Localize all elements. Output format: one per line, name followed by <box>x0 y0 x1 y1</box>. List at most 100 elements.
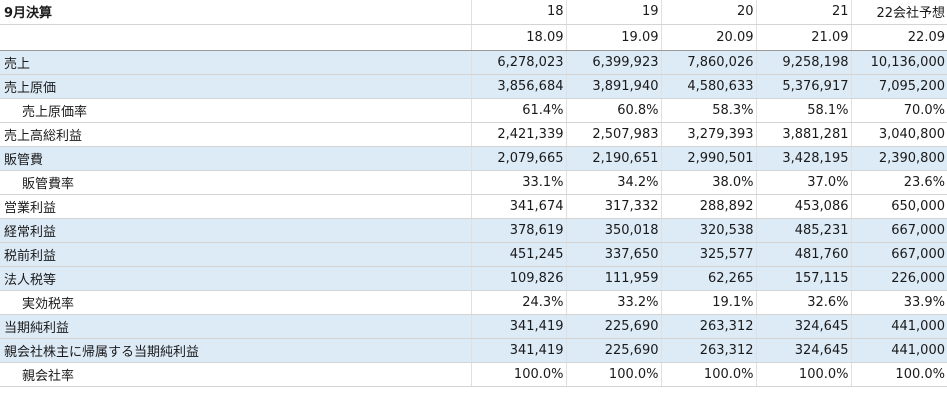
value-cell[interactable]: 324,645 <box>755 338 851 363</box>
value-cell[interactable]: 60.8% <box>565 98 661 123</box>
value-cell[interactable]: 4,580,633 <box>660 74 756 99</box>
value-cell[interactable]: 7,860,026 <box>660 50 756 75</box>
value-cell[interactable]: 100.0% <box>565 362 661 387</box>
value-cell[interactable]: 320,538 <box>660 218 756 243</box>
value-cell[interactable]: 32.6% <box>755 290 851 315</box>
value-cell[interactable]: 61.4% <box>470 98 566 123</box>
value-cell[interactable]: 225,690 <box>565 338 661 363</box>
value-cell[interactable]: 481,760 <box>755 242 851 267</box>
value-cell[interactable]: 58.3% <box>660 98 756 123</box>
value-cell[interactable]: 650,000 <box>850 194 947 219</box>
value-cell[interactable]: 3,856,684 <box>470 74 566 99</box>
value-cell[interactable]: 324,645 <box>755 314 851 339</box>
value-cell[interactable]: 157,115 <box>755 266 851 291</box>
value-cell[interactable]: 225,690 <box>565 314 661 339</box>
value-cell[interactable]: 2,507,983 <box>565 122 661 147</box>
value-cell[interactable]: 62,265 <box>660 266 756 291</box>
value-cell[interactable]: 2,421,339 <box>470 122 566 147</box>
value-cell[interactable]: 263,312 <box>660 314 756 339</box>
value-cell[interactable]: 100.0% <box>470 362 566 387</box>
empty-cell[interactable] <box>0 24 471 51</box>
value-cell[interactable]: 33.2% <box>565 290 661 315</box>
value-cell[interactable]: 226,000 <box>850 266 947 291</box>
row-label[interactable]: 販管費 <box>0 146 471 171</box>
value-cell[interactable]: 100.0% <box>660 362 756 387</box>
value-cell[interactable]: 341,419 <box>470 314 566 339</box>
value-cell[interactable]: 7,095,200 <box>850 74 947 99</box>
value-cell[interactable]: 3,279,393 <box>660 122 756 147</box>
value-cell[interactable]: 2,079,665 <box>470 146 566 171</box>
row-label[interactable]: 経常利益 <box>0 218 471 243</box>
row-label[interactable]: 売上 <box>0 50 471 75</box>
period-header[interactable]: 19 <box>565 0 661 25</box>
value-cell[interactable]: 485,231 <box>755 218 851 243</box>
period-header[interactable]: 21 <box>755 0 851 25</box>
value-cell[interactable]: 325,577 <box>660 242 756 267</box>
value-cell[interactable]: 23.6% <box>850 170 947 195</box>
value-cell[interactable]: 100.0% <box>755 362 851 387</box>
value-cell[interactable]: 70.0% <box>850 98 947 123</box>
row-label[interactable]: 親会社株主に帰属する当期純利益 <box>0 338 471 363</box>
period-header[interactable]: 22会社予想 <box>850 0 947 25</box>
row-label[interactable]: 販管費率 <box>0 170 471 195</box>
row-label[interactable]: 営業利益 <box>0 194 471 219</box>
value-cell[interactable]: 10,136,000 <box>850 50 947 75</box>
value-cell[interactable]: 288,892 <box>660 194 756 219</box>
value-cell[interactable]: 263,312 <box>660 338 756 363</box>
value-cell[interactable]: 451,245 <box>470 242 566 267</box>
value-cell[interactable]: 441,000 <box>850 314 947 339</box>
value-cell[interactable]: 109,826 <box>470 266 566 291</box>
table-row: 営業利益 341,674 317,332 288,892 453,086 650,000 <box>0 194 947 219</box>
date-header[interactable]: 19.09 <box>565 24 661 51</box>
value-cell[interactable]: 667,000 <box>850 218 947 243</box>
value-cell[interactable]: 2,190,651 <box>565 146 661 171</box>
value-cell[interactable]: 341,674 <box>470 194 566 219</box>
value-cell[interactable]: 6,399,923 <box>565 50 661 75</box>
value-cell[interactable]: 58.1% <box>755 98 851 123</box>
value-cell[interactable]: 667,000 <box>850 242 947 267</box>
row-label[interactable]: 当期純利益 <box>0 314 471 339</box>
date-header[interactable]: 18.09 <box>470 24 566 51</box>
date-header[interactable]: 20.09 <box>660 24 756 51</box>
value-cell[interactable]: 111,959 <box>565 266 661 291</box>
value-cell[interactable]: 3,891,940 <box>565 74 661 99</box>
date-header[interactable]: 22.09 <box>850 24 947 51</box>
value-cell[interactable]: 453,086 <box>755 194 851 219</box>
value-cell[interactable]: 317,332 <box>565 194 661 219</box>
row-label[interactable]: 実効税率 <box>0 290 471 315</box>
header-row-periods: 9月決算 18 19 20 21 22会社予想 <box>0 0 947 25</box>
value-cell[interactable]: 34.2% <box>565 170 661 195</box>
value-cell[interactable]: 19.1% <box>660 290 756 315</box>
value-cell[interactable]: 24.3% <box>470 290 566 315</box>
value-cell[interactable]: 100.0% <box>850 362 947 387</box>
date-header[interactable]: 21.09 <box>755 24 851 51</box>
row-label[interactable]: 売上原価率 <box>0 98 471 123</box>
value-cell[interactable]: 341,419 <box>470 338 566 363</box>
value-cell[interactable]: 3,881,281 <box>755 122 851 147</box>
period-header[interactable]: 20 <box>660 0 756 25</box>
value-cell[interactable]: 337,650 <box>565 242 661 267</box>
value-cell[interactable]: 9,258,198 <box>755 50 851 75</box>
value-cell[interactable]: 378,619 <box>470 218 566 243</box>
value-cell[interactable]: 5,376,917 <box>755 74 851 99</box>
value-cell[interactable]: 33.9% <box>850 290 947 315</box>
value-cell[interactable]: 33.1% <box>470 170 566 195</box>
table-row: 販管費 2,079,665 2,190,651 2,990,501 3,428,195 2… <box>0 146 947 171</box>
table-row: 売上 6,278,023 6,399,923 7,860,026 9,258,198 10… <box>0 50 947 75</box>
value-cell[interactable]: 350,018 <box>565 218 661 243</box>
value-cell[interactable]: 3,040,800 <box>850 122 947 147</box>
row-label[interactable]: 売上原価 <box>0 74 471 99</box>
row-label[interactable]: 税前利益 <box>0 242 471 267</box>
value-cell[interactable]: 37.0% <box>755 170 851 195</box>
value-cell[interactable]: 441,000 <box>850 338 947 363</box>
value-cell[interactable]: 38.0% <box>660 170 756 195</box>
row-label[interactable]: 売上高総利益 <box>0 122 471 147</box>
table-title[interactable]: 9月決算 <box>0 0 471 25</box>
row-label[interactable]: 親会社率 <box>0 362 471 387</box>
value-cell[interactable]: 6,278,023 <box>470 50 566 75</box>
period-header[interactable]: 18 <box>470 0 566 25</box>
value-cell[interactable]: 2,390,800 <box>850 146 947 171</box>
row-label[interactable]: 法人税等 <box>0 266 471 291</box>
value-cell[interactable]: 3,428,195 <box>755 146 851 171</box>
value-cell[interactable]: 2,990,501 <box>660 146 756 171</box>
